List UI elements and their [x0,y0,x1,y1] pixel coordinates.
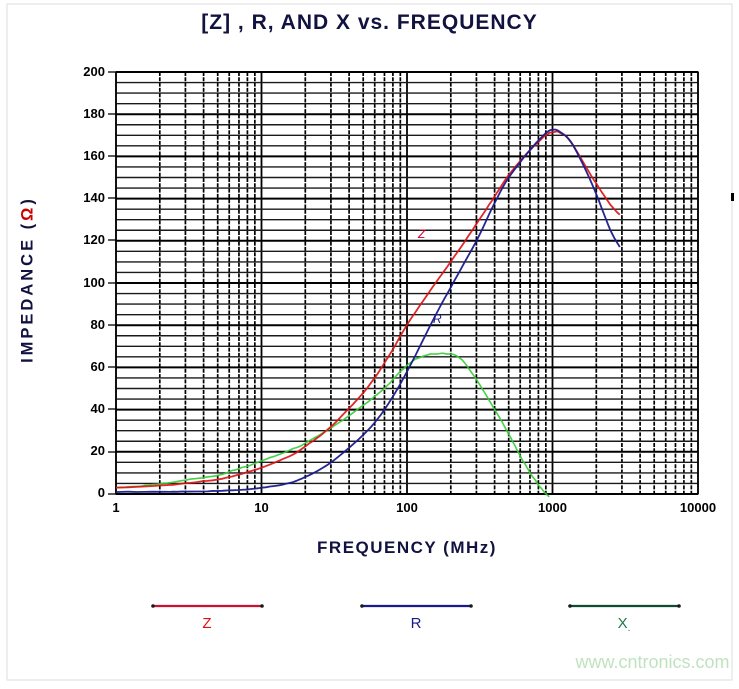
svg-text:Z: Z [202,615,211,632]
svg-text:X.: X. [618,615,631,634]
svg-text:R: R [411,615,422,632]
